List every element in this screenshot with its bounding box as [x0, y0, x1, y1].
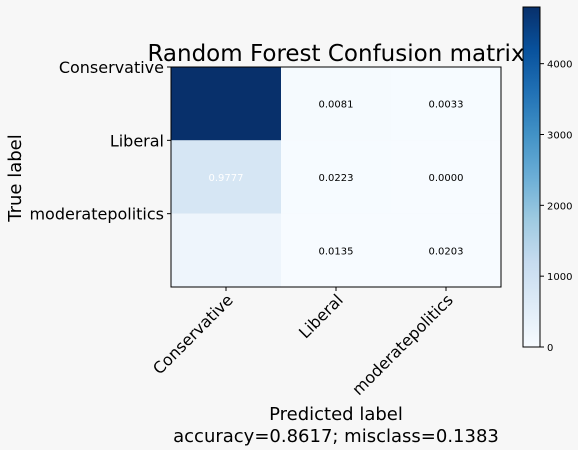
matrix-cells — [171, 67, 501, 287]
colorbar — [522, 6, 541, 348]
matrix-cell — [171, 67, 281, 141]
matrix-cell — [171, 213, 281, 287]
x-tick-label: moderatepolitics — [348, 290, 457, 399]
cell-value-label: 0.0033 — [429, 100, 464, 111]
matrix-cell — [391, 140, 501, 214]
colorbar-tick-label: 3000 — [547, 131, 572, 142]
x-tick-label: Liberal — [295, 290, 347, 342]
colorbar-tick-label: 4000 — [547, 60, 572, 71]
colorbar-ticks: 0 1000 2000 3000 4000 — [540, 60, 572, 354]
matrix-cell — [171, 140, 281, 214]
y-tick-label: Liberal — [110, 131, 164, 150]
chart-title: Random Forest Confusion matrix — [147, 41, 524, 67]
matrix-cell — [391, 67, 501, 141]
x-axis-label: Predicted label — [269, 404, 403, 425]
matrix-cell — [281, 67, 391, 141]
cell-values: 0.0081 0.0033 0.9777 0.0223 0.0000 0.0135 0.02… — [209, 100, 464, 258]
cell-value-label: 0.0203 — [429, 246, 464, 257]
colorbar-tick-label: 0 — [547, 343, 553, 354]
y-tick-labels: Conservative Liberal moderatepolitics — [29, 58, 171, 224]
x-tick-label: Conservative — [149, 290, 237, 378]
cell-value-label: 0.0081 — [319, 100, 354, 111]
matrix-cell — [281, 213, 391, 287]
cell-value-label: 0.9777 — [209, 173, 244, 184]
y-tick-label: Conservative — [59, 58, 164, 77]
cell-value-label: 0.0223 — [319, 173, 354, 184]
cell-value-label: 0.0000 — [429, 173, 464, 184]
y-axis-label: True label — [5, 134, 26, 223]
colorbar-tick-label: 2000 — [547, 201, 572, 212]
y-tick-label: moderatepolitics — [29, 205, 164, 224]
x-tick-labels: Conservative Liberal moderatepolitics — [149, 287, 457, 399]
accuracy-subtitle: accuracy=0.8617; misclass=0.1383 — [173, 426, 499, 447]
colorbar-tick-label: 1000 — [547, 272, 572, 283]
matrix-cell — [391, 213, 501, 287]
matrix-cell — [281, 140, 391, 214]
cell-value-label: 0.0135 — [319, 246, 354, 257]
